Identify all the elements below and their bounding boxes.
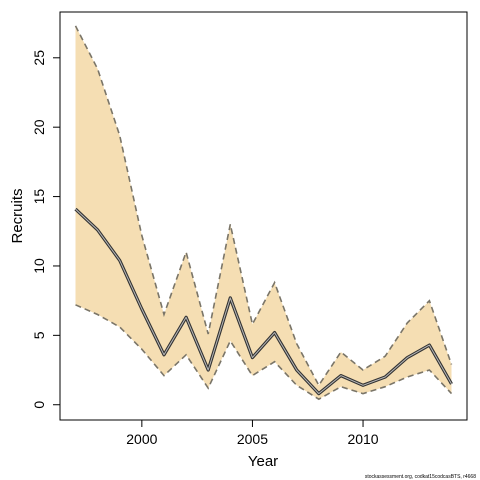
confidence-band	[75, 25, 452, 400]
y-axis: 0 5 10 15 20 25	[31, 50, 60, 409]
x-tick-label: 2000	[126, 431, 157, 447]
lower-bound-line	[75, 304, 453, 401]
x-axis-title: Year	[248, 453, 278, 470]
plot-frame	[59, 11, 468, 421]
upper-bound-line	[74, 25, 453, 387]
x-axis: 2000 2005 2010	[126, 420, 379, 447]
plot-area	[74, 25, 453, 401]
y-tick-label: 10	[31, 258, 47, 274]
x-tick-label: 2005	[237, 431, 268, 447]
y-tick-label: 20	[31, 119, 47, 135]
estimate-line	[75, 208, 452, 395]
credit-text: stockassessment.org, codkat15codcasBTS, …	[365, 474, 476, 480]
x-tick-label: 2010	[347, 431, 378, 447]
y-tick-label: 15	[31, 189, 47, 205]
y-tick-label: 25	[31, 50, 47, 66]
y-axis-title: Recruits	[9, 188, 26, 243]
y-tick-label: 5	[31, 331, 47, 339]
y-tick-label: 0	[31, 401, 47, 409]
